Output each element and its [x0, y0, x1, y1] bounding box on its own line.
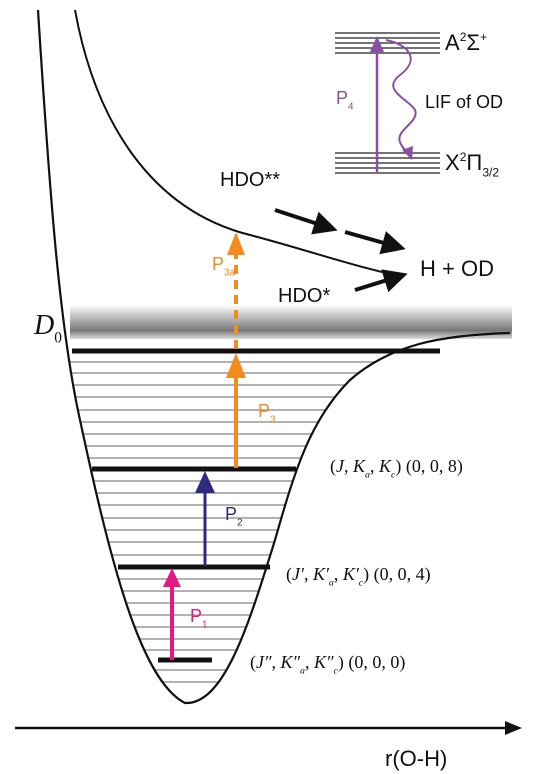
p1-label: P1	[190, 606, 208, 630]
dissociation-band	[70, 305, 512, 339]
label-part: K″	[280, 652, 301, 672]
arrow	[344, 230, 406, 255]
label-part: K′	[342, 564, 360, 584]
label-part: J′	[292, 564, 305, 584]
label-part: 2	[460, 150, 467, 164]
label-part: 3a	[224, 267, 235, 278]
label-part: ) (0, 0, 0)	[338, 652, 405, 673]
label-part: +	[480, 30, 487, 44]
label-part: H + OD	[420, 256, 494, 281]
label-part: ) (0, 0, 8)	[395, 456, 462, 477]
label-part: P	[225, 504, 237, 524]
p3-label: P3	[258, 401, 276, 425]
products-label: H + OD	[420, 256, 494, 281]
label-part: 2	[460, 30, 467, 44]
label-part: 4	[348, 101, 354, 112]
label-part: P	[336, 88, 348, 108]
label-part: K	[378, 456, 392, 476]
label-part: ,	[334, 564, 343, 584]
thick-levels	[72, 348, 440, 663]
label-part: c	[391, 469, 396, 480]
excited-potential	[74, 9, 383, 273]
label-part: K	[352, 456, 366, 476]
label-part: (	[286, 564, 292, 585]
label-part: LIF of OD	[425, 92, 503, 112]
label-part: ,	[370, 456, 379, 476]
state-label: (J, Ka, Kc) (0, 0, 8)	[330, 456, 463, 480]
label-part: D	[33, 310, 54, 341]
p2-label: P2	[225, 504, 243, 528]
state-label: (J″, K″a, K″c) (0, 0, 0)	[250, 652, 405, 676]
label-part: 1	[202, 619, 208, 630]
label-part: HDO*	[278, 285, 330, 307]
upper-state-label: A2Σ+	[445, 30, 487, 55]
label-part: ,	[304, 564, 313, 584]
arrowhead	[402, 146, 413, 160]
state-label: (J′, K′a, K′c) (0, 0, 4)	[286, 564, 431, 588]
label-part: J	[336, 456, 345, 476]
label-part: P	[258, 401, 270, 421]
probe-label: P4	[336, 88, 354, 112]
label-part: J″	[256, 652, 272, 672]
arrow	[354, 269, 408, 293]
lower-state-label: X2Π3/2	[445, 150, 499, 180]
label-part: ) (0, 0, 4)	[363, 564, 430, 585]
d0-label: D0	[33, 310, 62, 346]
p3a-label: P3a	[212, 254, 236, 278]
label-part: P	[190, 606, 202, 626]
lif-label: LIF of OD	[425, 92, 503, 112]
label-part: ,	[305, 652, 314, 672]
arrowhead	[370, 36, 384, 52]
label-part: a	[300, 665, 305, 676]
label-part: ,	[272, 652, 281, 672]
label-part: 3/2	[482, 166, 499, 180]
label-part: a	[329, 577, 334, 588]
label-part: P	[212, 254, 224, 274]
label-part: A	[445, 30, 460, 55]
hdo-double-star: HDO**	[220, 169, 280, 191]
label-part: a	[365, 469, 370, 480]
axis-label: r(O-H)	[385, 746, 447, 771]
label-part: r(O-H)	[385, 746, 447, 771]
arrow	[274, 208, 338, 235]
label-part: 0	[54, 329, 62, 346]
label-part: HDO**	[220, 169, 280, 191]
hdo-star: HDO*	[278, 285, 330, 307]
label-part: c	[359, 577, 364, 588]
label-part: 2	[237, 517, 243, 528]
label-part: Π	[466, 150, 482, 175]
label-part: K″	[313, 652, 334, 672]
arrowhead	[226, 353, 246, 378]
arrowhead	[163, 568, 181, 587]
label-part: c	[333, 665, 338, 676]
label-part: (	[250, 652, 256, 673]
label-part: 3	[270, 414, 276, 425]
arrowhead	[227, 232, 245, 255]
label-part: ,	[344, 456, 353, 476]
label-part: K′	[312, 564, 330, 584]
arrowhead	[195, 471, 215, 493]
label-part: (	[330, 456, 336, 477]
arrowhead	[505, 721, 522, 735]
ground-potential	[36, 9, 511, 705]
label-part: X	[445, 150, 460, 175]
label-part: Σ	[466, 30, 480, 55]
fluorescence-wave	[385, 39, 417, 156]
electronic-levels	[335, 32, 440, 174]
dissociation-arrows	[274, 208, 408, 293]
